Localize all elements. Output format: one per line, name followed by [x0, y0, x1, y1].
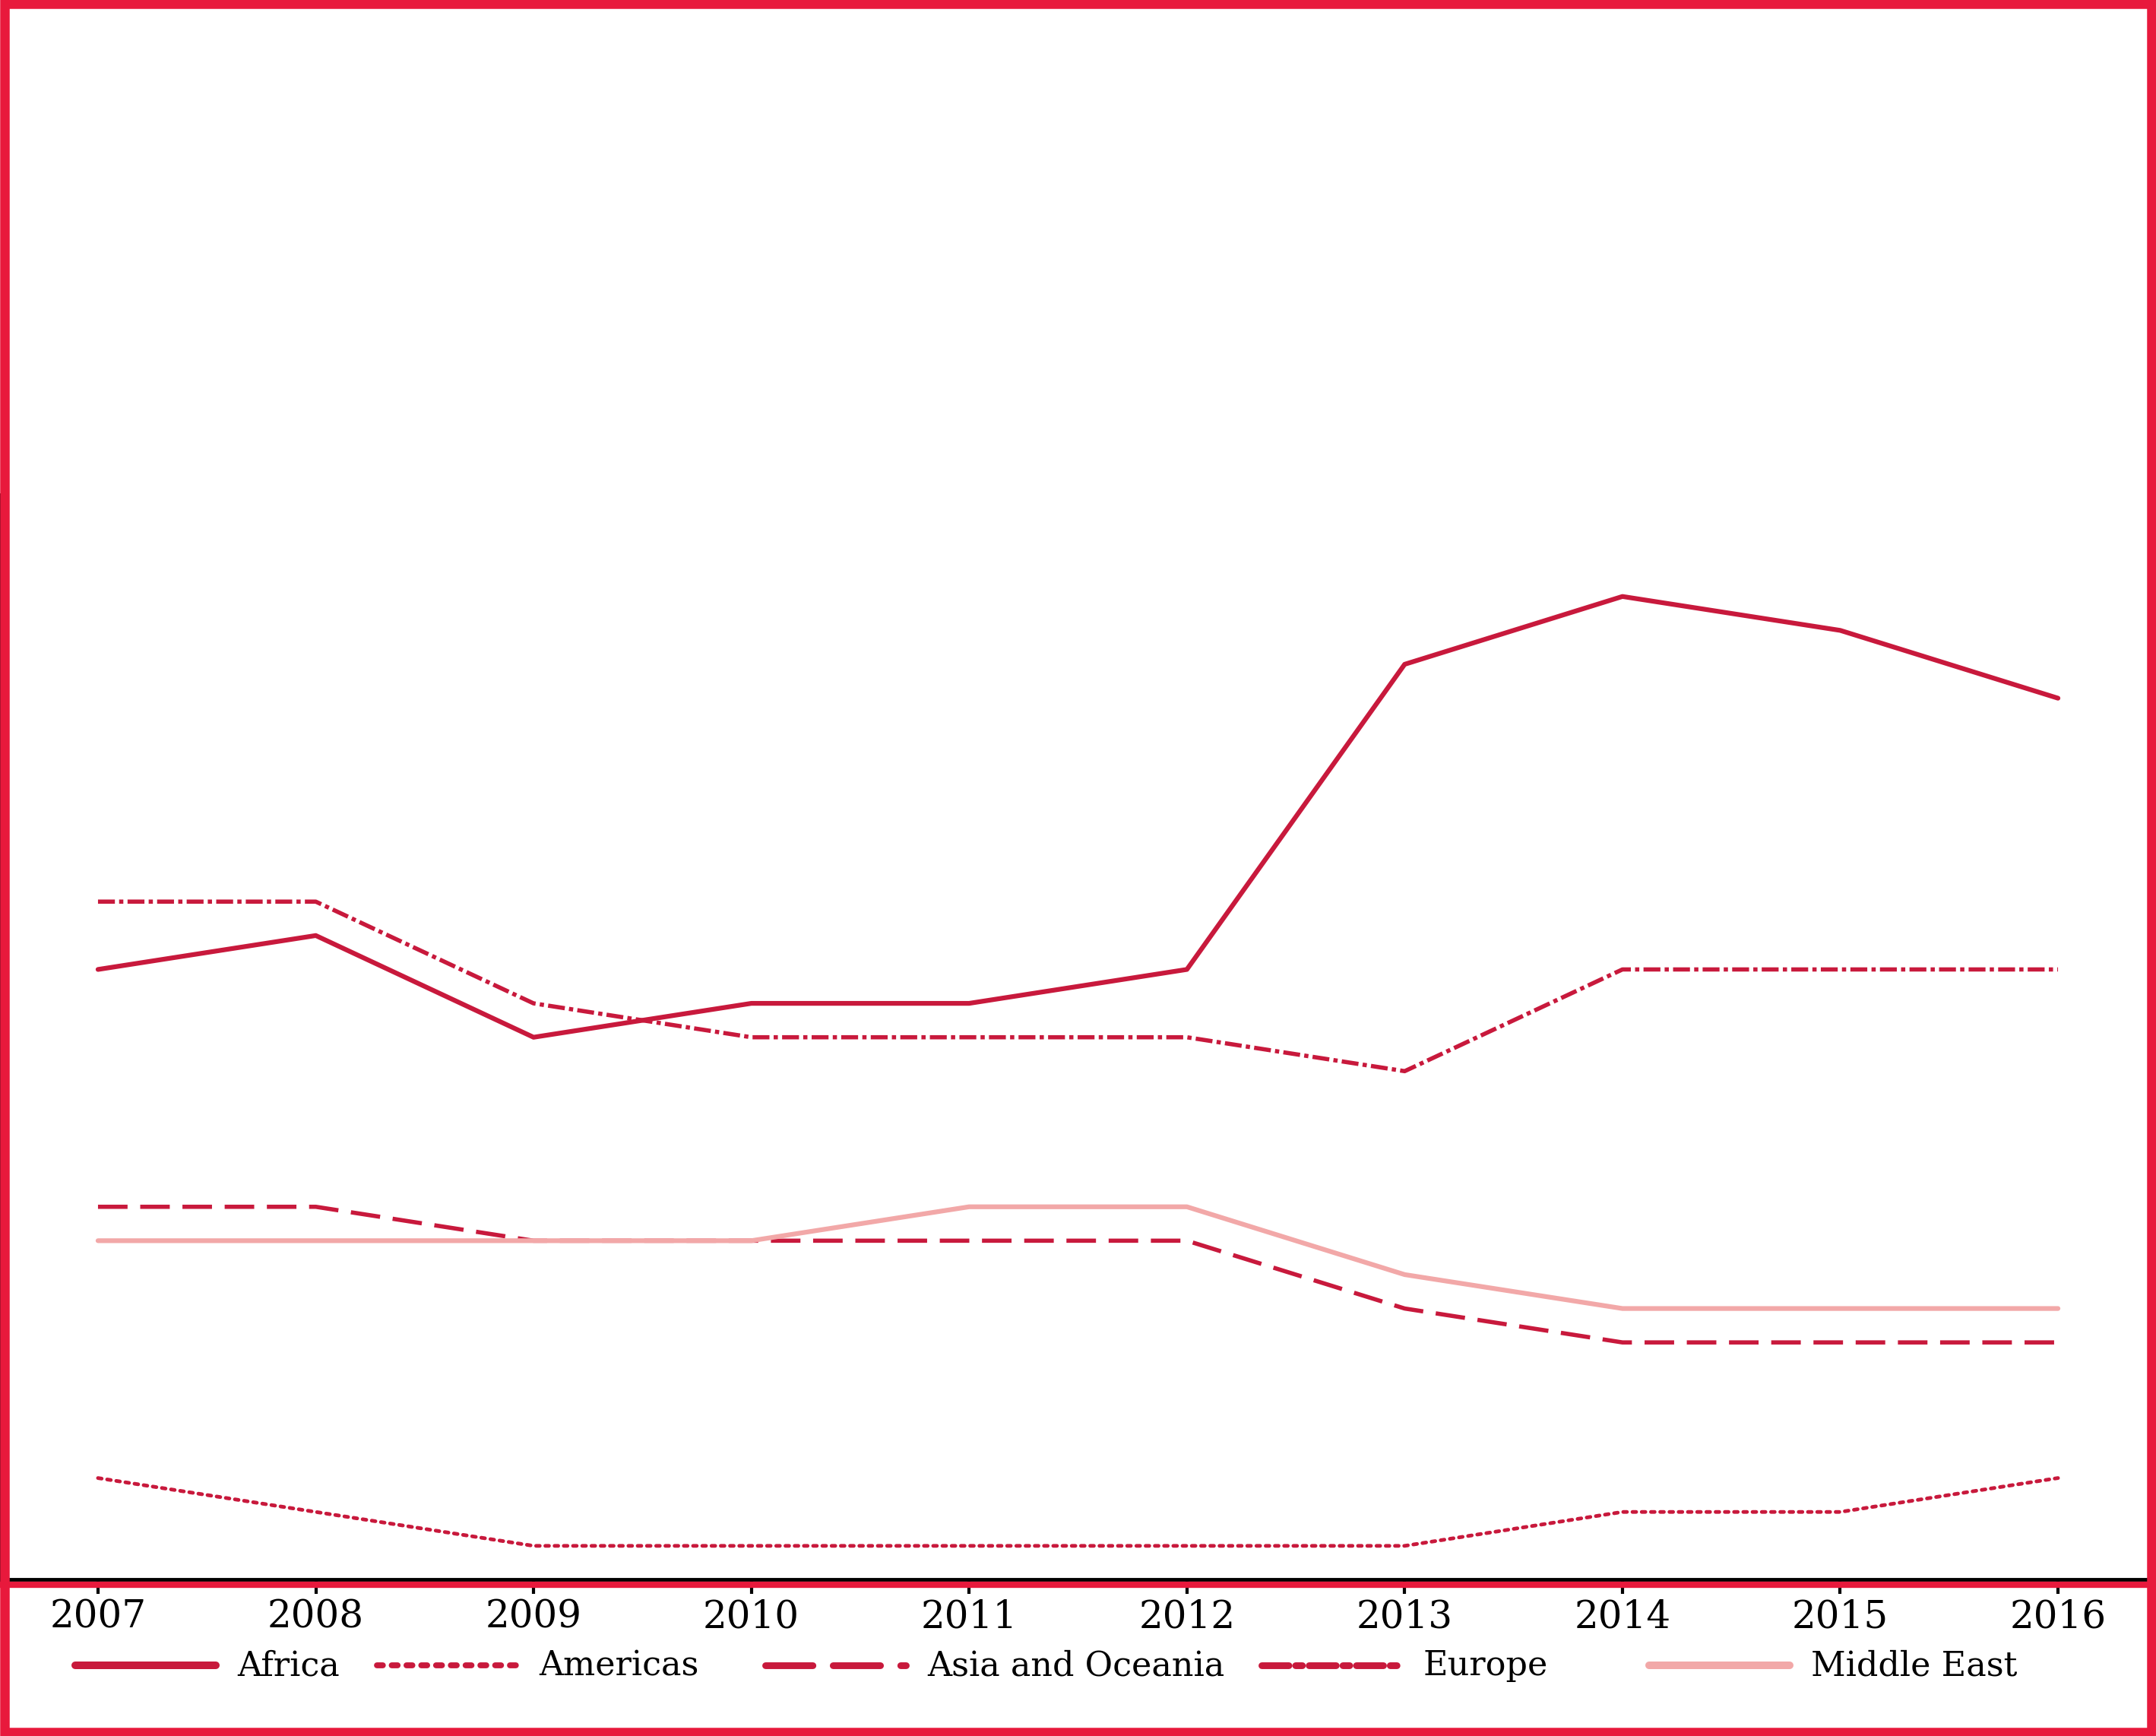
- Text: OPERATIONS, BY REGION,: OPERATIONS, BY REGION,: [75, 262, 1326, 342]
- Text: Asia and Oceania: Asia and Oceania: [927, 1649, 1225, 1682]
- Text: Europe: Europe: [1423, 1649, 1548, 1682]
- Text: NO. OF MULTILATERAL PEACE: NO. OF MULTILATERAL PEACE: [75, 99, 1524, 179]
- Text: Middle East: Middle East: [1811, 1649, 2018, 1682]
- Text: Americas: Americas: [539, 1649, 699, 1682]
- Text: Africa: Africa: [237, 1649, 338, 1682]
- Text: 2007–16: 2007–16: [75, 436, 461, 516]
